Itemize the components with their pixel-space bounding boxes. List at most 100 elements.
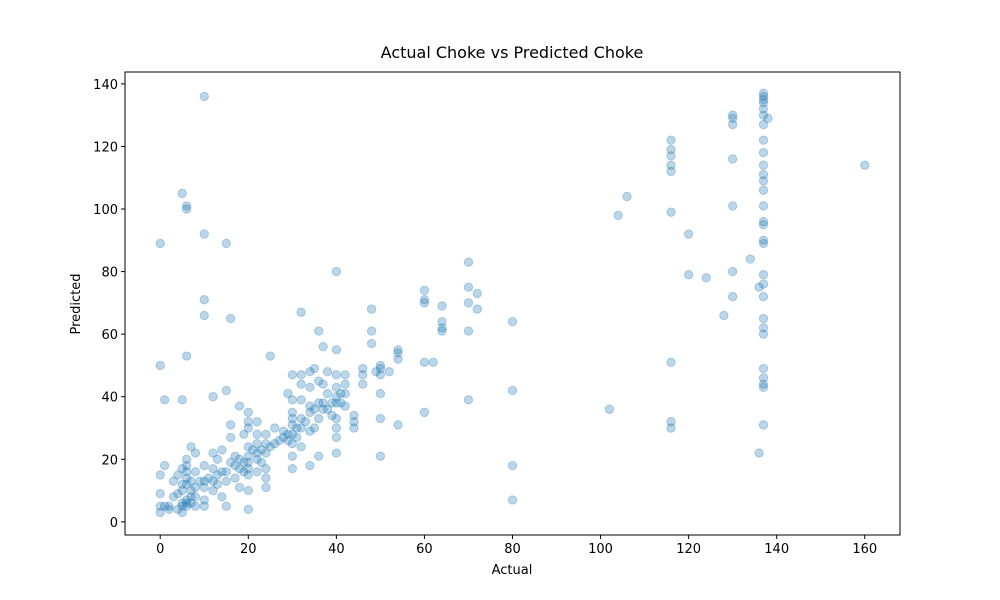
point	[358, 379, 368, 389]
point	[314, 451, 324, 461]
point	[221, 476, 231, 486]
point	[168, 492, 179, 502]
point	[256, 457, 267, 468]
point	[177, 501, 187, 511]
point	[181, 501, 192, 511]
point	[252, 429, 262, 439]
point	[666, 207, 676, 217]
point	[393, 348, 403, 358]
point	[221, 501, 231, 511]
point	[727, 119, 738, 130]
point	[331, 448, 342, 458]
point	[375, 388, 386, 399]
point	[199, 482, 209, 493]
point	[758, 323, 769, 333]
point	[186, 442, 196, 452]
point	[622, 191, 632, 202]
point	[758, 160, 769, 170]
chart-title: Actual Choke vs Predicted Choke	[381, 43, 644, 62]
point	[327, 398, 337, 408]
point	[318, 398, 328, 408]
point	[155, 489, 165, 499]
point	[208, 392, 218, 402]
point	[419, 295, 430, 305]
y-tick-label: 140	[93, 78, 118, 93]
point	[287, 420, 298, 430]
point	[358, 370, 368, 380]
point	[758, 329, 769, 339]
point	[349, 423, 359, 433]
point	[177, 395, 187, 405]
point	[212, 454, 223, 464]
point	[181, 498, 192, 508]
point	[283, 388, 293, 399]
point	[727, 110, 738, 120]
point	[287, 429, 298, 439]
plot-frame	[124, 71, 901, 536]
point	[181, 479, 192, 490]
point	[754, 282, 764, 292]
point	[159, 395, 170, 405]
point	[758, 176, 769, 186]
y-tick-label: 80	[101, 266, 118, 281]
point	[159, 460, 170, 471]
point	[327, 410, 337, 421]
point	[287, 395, 298, 405]
point	[758, 382, 769, 393]
point	[758, 119, 769, 130]
point	[283, 429, 293, 439]
y-tick-label: 20	[101, 453, 118, 468]
point	[666, 144, 676, 155]
point	[727, 266, 738, 277]
point	[234, 454, 245, 464]
point	[261, 473, 271, 483]
point	[463, 326, 474, 336]
point	[177, 479, 187, 490]
point	[296, 379, 306, 389]
point	[860, 160, 870, 170]
point	[199, 91, 209, 102]
point	[177, 463, 187, 474]
point	[243, 504, 253, 515]
point	[239, 457, 249, 468]
point	[173, 489, 183, 499]
point	[181, 460, 192, 471]
point	[758, 88, 769, 98]
point	[349, 410, 359, 421]
point	[375, 451, 386, 461]
point	[177, 507, 187, 518]
point	[252, 438, 262, 449]
point	[296, 413, 306, 424]
point	[168, 476, 179, 486]
point	[208, 463, 218, 474]
point	[287, 451, 298, 461]
point	[437, 301, 447, 311]
point	[221, 385, 231, 396]
point	[234, 401, 245, 411]
point	[375, 360, 386, 371]
point	[331, 398, 342, 408]
point	[472, 304, 482, 314]
point	[419, 298, 430, 308]
point	[758, 148, 769, 158]
point	[393, 345, 403, 355]
point	[217, 492, 227, 502]
point	[234, 482, 245, 493]
point	[292, 423, 302, 433]
point	[437, 326, 447, 336]
point	[375, 370, 386, 380]
point	[252, 467, 262, 477]
point	[243, 407, 253, 418]
point	[754, 448, 764, 458]
point	[336, 388, 346, 399]
point	[437, 323, 447, 333]
y-axis-label: Predicted	[69, 273, 84, 334]
point	[230, 451, 240, 461]
point	[181, 204, 192, 214]
point	[758, 169, 769, 180]
x-axis-label: Actual	[492, 563, 533, 578]
point	[199, 229, 209, 239]
point	[212, 479, 223, 490]
point	[199, 295, 209, 305]
point	[758, 235, 769, 246]
